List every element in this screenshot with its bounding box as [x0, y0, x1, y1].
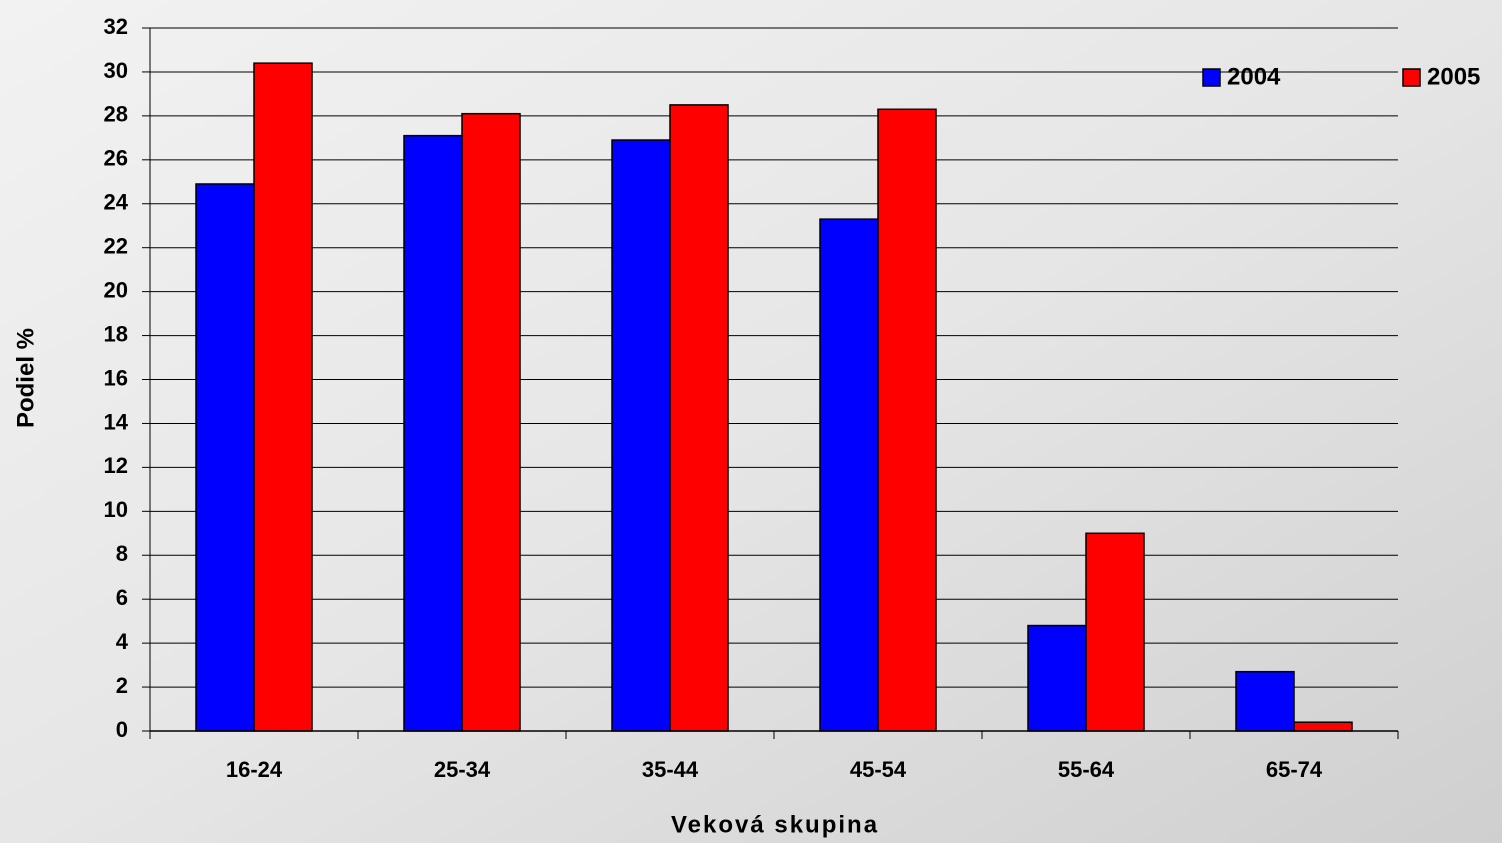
y-tick-label: 4 — [116, 629, 129, 654]
x-tick-label: 45-54 — [850, 757, 907, 782]
bar — [461, 112, 521, 732]
legend-swatch — [1202, 68, 1221, 87]
bar — [877, 108, 937, 732]
legend-label: 2005 — [1427, 63, 1480, 90]
bar — [1085, 532, 1145, 732]
y-tick-label: 32 — [104, 14, 128, 39]
y-axis-title: Podiel % — [12, 328, 39, 428]
x-tick-label: 55-64 — [1058, 757, 1115, 782]
y-tick-label: 20 — [104, 277, 128, 302]
bar — [253, 62, 313, 732]
y-tick-label: 12 — [104, 453, 128, 478]
x-tick-label: 16-24 — [226, 757, 283, 782]
y-tick-label: 6 — [116, 585, 128, 610]
bar — [403, 134, 463, 732]
bar — [195, 183, 255, 732]
legend-swatch — [1402, 68, 1421, 87]
y-tick-label: 18 — [104, 321, 128, 346]
y-tick-label: 22 — [104, 234, 128, 259]
y-tick-label: 8 — [116, 541, 128, 566]
y-tick-label: 2 — [116, 673, 128, 698]
bar — [1293, 721, 1353, 732]
bar — [1027, 624, 1087, 732]
x-axis-title: Veková skupina — [671, 811, 879, 838]
x-tick-label: 25-34 — [434, 757, 491, 782]
x-tick-label: 35-44 — [642, 757, 699, 782]
bar — [611, 139, 671, 732]
bar — [669, 104, 729, 732]
x-tick-label: 65-74 — [1266, 757, 1323, 782]
y-tick-label: 26 — [104, 146, 128, 171]
y-tick-label: 30 — [104, 58, 128, 83]
bar — [819, 218, 879, 732]
y-tick-label: 14 — [104, 409, 129, 434]
y-tick-label: 16 — [104, 365, 128, 390]
y-tick-label: 28 — [104, 102, 128, 127]
legend-label: 2004 — [1227, 63, 1281, 90]
y-tick-label: 0 — [116, 717, 128, 742]
y-tick-label: 24 — [104, 190, 129, 215]
y-tick-label: 10 — [104, 497, 128, 522]
bar — [1235, 670, 1295, 732]
